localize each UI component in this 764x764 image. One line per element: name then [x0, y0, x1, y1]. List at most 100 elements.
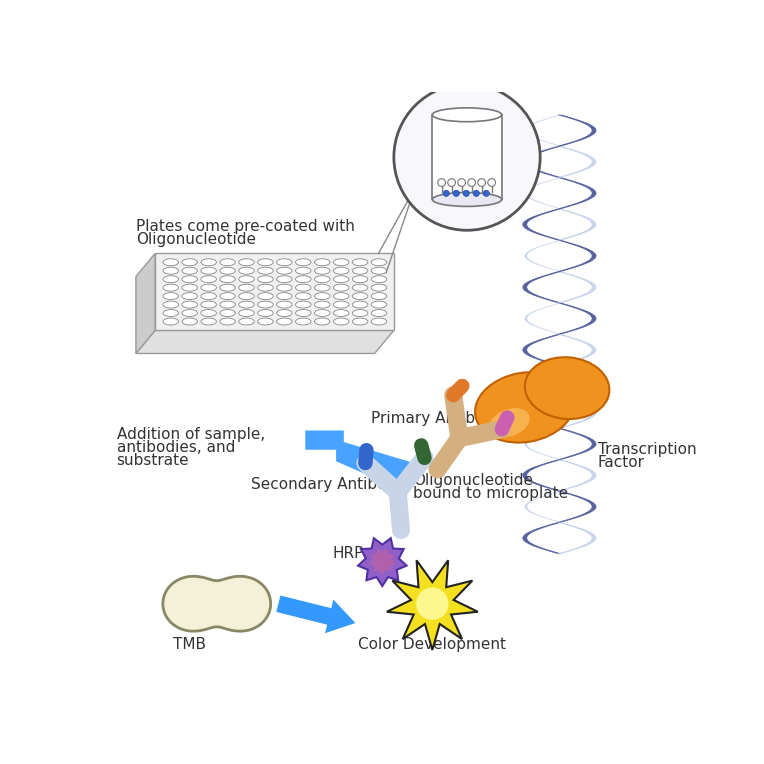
Ellipse shape	[182, 301, 197, 308]
Ellipse shape	[182, 267, 197, 274]
Ellipse shape	[238, 284, 254, 291]
Ellipse shape	[182, 293, 197, 299]
Ellipse shape	[277, 284, 292, 291]
Ellipse shape	[315, 276, 330, 283]
Circle shape	[438, 179, 445, 186]
Ellipse shape	[257, 301, 274, 308]
Ellipse shape	[333, 276, 349, 283]
Ellipse shape	[315, 309, 330, 316]
Circle shape	[468, 179, 475, 186]
Ellipse shape	[163, 267, 179, 274]
Ellipse shape	[257, 293, 274, 299]
Circle shape	[443, 190, 449, 196]
Text: Transcription: Transcription	[598, 442, 697, 457]
Ellipse shape	[352, 309, 367, 316]
Ellipse shape	[220, 301, 235, 308]
Polygon shape	[163, 576, 270, 631]
Ellipse shape	[333, 284, 349, 291]
Ellipse shape	[220, 259, 235, 266]
Ellipse shape	[201, 309, 216, 316]
Ellipse shape	[238, 301, 254, 308]
Ellipse shape	[163, 284, 179, 291]
Ellipse shape	[296, 318, 311, 325]
Circle shape	[463, 190, 469, 196]
Ellipse shape	[220, 276, 235, 283]
Ellipse shape	[296, 259, 311, 266]
Text: HRP: HRP	[332, 546, 364, 562]
Text: bound to microplate: bound to microplate	[413, 486, 568, 501]
Ellipse shape	[182, 276, 197, 283]
Ellipse shape	[201, 301, 216, 308]
Ellipse shape	[182, 259, 197, 266]
Ellipse shape	[277, 309, 292, 316]
Ellipse shape	[352, 267, 367, 274]
Ellipse shape	[333, 267, 349, 274]
Ellipse shape	[201, 318, 216, 325]
Ellipse shape	[257, 309, 274, 316]
Circle shape	[448, 179, 455, 186]
Ellipse shape	[163, 276, 179, 283]
Ellipse shape	[257, 259, 274, 266]
Polygon shape	[369, 549, 396, 575]
Ellipse shape	[352, 301, 367, 308]
Ellipse shape	[257, 284, 274, 291]
Ellipse shape	[182, 309, 197, 316]
Ellipse shape	[238, 267, 254, 274]
Ellipse shape	[201, 259, 216, 266]
Ellipse shape	[201, 267, 216, 274]
Ellipse shape	[296, 309, 311, 316]
Ellipse shape	[315, 301, 330, 308]
Text: substrate: substrate	[117, 453, 189, 468]
Ellipse shape	[257, 267, 274, 274]
Ellipse shape	[371, 301, 387, 308]
Text: Factor: Factor	[598, 455, 645, 471]
Ellipse shape	[296, 284, 311, 291]
Ellipse shape	[277, 318, 292, 325]
Ellipse shape	[238, 276, 254, 283]
Polygon shape	[358, 538, 406, 586]
Ellipse shape	[163, 309, 179, 316]
Text: TMB: TMB	[173, 637, 206, 652]
Ellipse shape	[220, 318, 235, 325]
Text: Addition of sample,: Addition of sample,	[117, 427, 265, 442]
Circle shape	[394, 84, 540, 230]
Circle shape	[478, 179, 485, 186]
Ellipse shape	[277, 267, 292, 274]
Ellipse shape	[333, 293, 349, 299]
Ellipse shape	[296, 267, 311, 274]
Ellipse shape	[315, 284, 330, 291]
Circle shape	[487, 179, 496, 186]
Ellipse shape	[432, 193, 502, 206]
Ellipse shape	[163, 259, 179, 266]
Text: Secondary Antibody: Secondary Antibody	[251, 477, 406, 492]
Polygon shape	[136, 330, 394, 354]
FancyArrow shape	[277, 595, 355, 633]
Ellipse shape	[333, 301, 349, 308]
Ellipse shape	[333, 309, 349, 316]
Polygon shape	[432, 115, 502, 199]
Ellipse shape	[371, 284, 387, 291]
Ellipse shape	[277, 301, 292, 308]
Ellipse shape	[489, 408, 529, 437]
Ellipse shape	[201, 284, 216, 291]
Ellipse shape	[352, 259, 367, 266]
Circle shape	[416, 588, 448, 620]
Polygon shape	[387, 560, 478, 650]
Ellipse shape	[238, 293, 254, 299]
Ellipse shape	[201, 293, 216, 299]
Ellipse shape	[163, 301, 179, 308]
Ellipse shape	[277, 293, 292, 299]
Ellipse shape	[238, 309, 254, 316]
Text: Oligonucleotide: Oligonucleotide	[413, 473, 533, 488]
Text: Oligonucleotide: Oligonucleotide	[136, 232, 256, 247]
Ellipse shape	[371, 293, 387, 299]
Ellipse shape	[296, 276, 311, 283]
Ellipse shape	[333, 259, 349, 266]
Ellipse shape	[352, 318, 367, 325]
Ellipse shape	[296, 293, 311, 299]
Ellipse shape	[525, 358, 610, 419]
Ellipse shape	[352, 293, 367, 299]
Ellipse shape	[296, 301, 311, 308]
Ellipse shape	[315, 293, 330, 299]
Ellipse shape	[315, 318, 330, 325]
